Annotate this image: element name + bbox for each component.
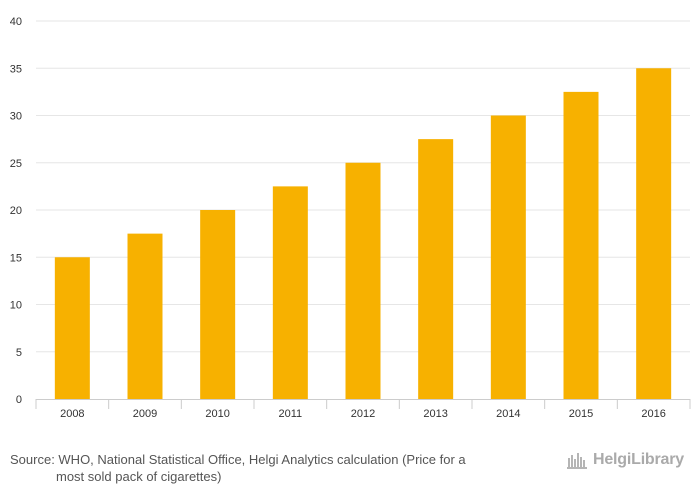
y-tick-label: 5 — [16, 347, 22, 359]
source-note: Source: WHO, National Statistical Office… — [10, 451, 550, 485]
bar-2011 — [272, 186, 308, 399]
logo-text: HelgiLibrary — [593, 451, 684, 468]
x-tick-label: 2011 — [279, 408, 303, 420]
y-tick-label: 20 — [10, 205, 22, 217]
library-skyline-icon — [567, 453, 587, 469]
bar-2014 — [490, 115, 526, 399]
bar-2008 — [54, 257, 90, 399]
helgi-library-logo: HelgiLibrary — [567, 448, 684, 472]
source-line-1: Source: WHO, National Statistical Office… — [10, 452, 466, 467]
y-tick-label: 25 — [10, 158, 22, 170]
y-tick-label: 40 — [10, 16, 22, 28]
bar-2013 — [418, 139, 454, 399]
x-tick-label: 2016 — [641, 408, 665, 420]
x-tick-label: 2009 — [133, 408, 157, 420]
x-tick-label: 2013 — [423, 408, 447, 420]
bar-2010 — [200, 210, 236, 399]
y-tick-label: 30 — [10, 111, 22, 123]
bar-2016 — [636, 68, 672, 399]
bars — [54, 68, 672, 399]
x-tick-label: 2012 — [351, 408, 375, 420]
bar-2012 — [345, 162, 381, 399]
x-tick-label: 2010 — [205, 408, 229, 420]
x-tick-label: 2014 — [496, 408, 520, 420]
x-tick-label: 2008 — [60, 408, 84, 420]
bar-chart: 0 5 10 15 20 25 30 35 40 2008 2009 2010 2011 2012 201… — [10, 16, 691, 420]
y-tick-label: 0 — [16, 394, 22, 406]
bar-2009 — [127, 233, 163, 399]
x-tick-label: 2015 — [569, 408, 593, 420]
x-axis: 2008 2009 2010 2011 2012 2013 2014 2015 2016 — [35, 399, 691, 420]
y-tick-label: 10 — [10, 300, 22, 312]
y-tick-label: 15 — [10, 252, 22, 264]
source-line-2: most sold pack of cigarettes) — [56, 469, 222, 484]
y-axis: 0 5 10 15 20 25 30 35 40 — [10, 16, 22, 406]
y-tick-label: 35 — [10, 63, 22, 75]
bar-2015 — [563, 91, 599, 399]
